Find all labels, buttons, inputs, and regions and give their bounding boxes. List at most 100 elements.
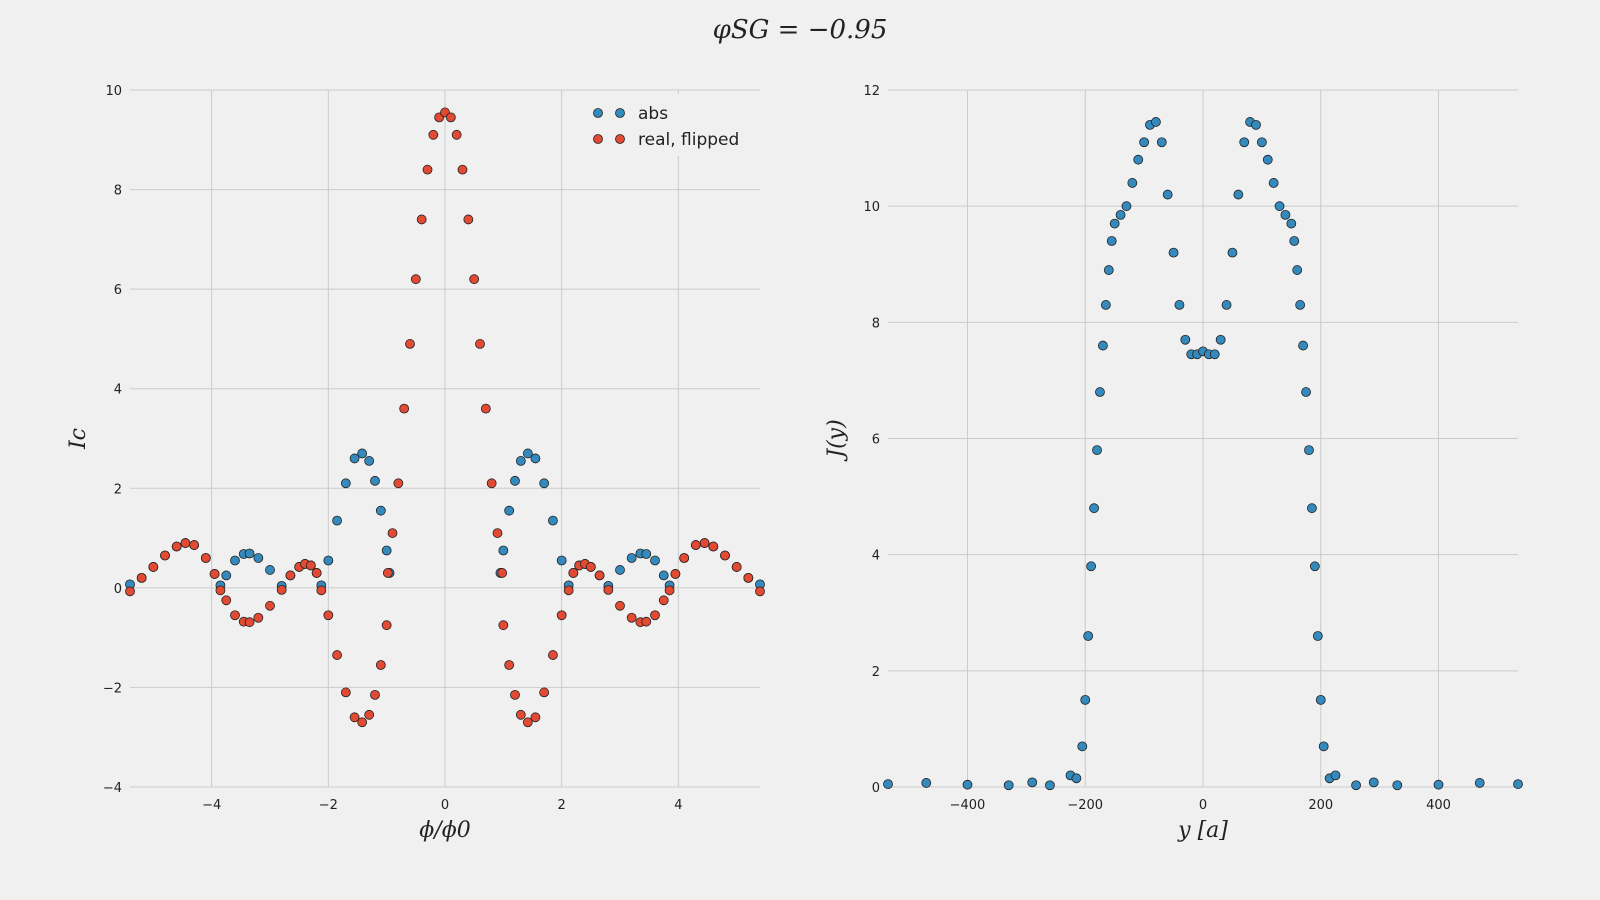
data-point	[416, 214, 427, 225]
data-point	[670, 569, 681, 579]
data-point	[1133, 154, 1144, 165]
data-point	[568, 568, 579, 578]
data-point	[209, 569, 220, 579]
data-point	[1089, 503, 1099, 514]
data-point	[626, 553, 637, 563]
data-point	[1127, 178, 1138, 188]
data-point	[323, 610, 334, 621]
data-point	[1351, 780, 1361, 791]
data-point	[603, 584, 614, 595]
data-point	[1286, 218, 1297, 229]
data-point	[180, 538, 191, 548]
data-point	[357, 717, 368, 728]
data-point	[563, 585, 574, 596]
legend-marker	[593, 108, 603, 118]
data-point	[548, 515, 558, 526]
data-point	[492, 528, 503, 538]
data-point	[364, 456, 375, 466]
data-point	[1312, 631, 1323, 641]
data-point	[1268, 178, 1279, 188]
data-point	[720, 550, 730, 561]
data-point	[504, 505, 515, 516]
figure-title: φSG = −0.95	[713, 15, 888, 45]
y-tick-label: 12	[863, 84, 880, 99]
y-tick-label: −4	[103, 781, 122, 796]
data-point	[1433, 779, 1444, 790]
data-point	[1295, 300, 1306, 310]
data-point	[399, 403, 410, 414]
data-point	[515, 456, 526, 466]
data-point	[349, 453, 360, 464]
data-point	[1106, 236, 1117, 246]
data-point	[1280, 209, 1291, 220]
data-point	[522, 448, 533, 459]
data-point	[530, 453, 541, 464]
data-point	[475, 339, 485, 349]
y-tick-label: −2	[103, 681, 122, 696]
data-point	[393, 478, 404, 489]
data-point	[1215, 334, 1226, 345]
data-point	[340, 478, 351, 489]
data-point	[585, 562, 596, 572]
data-point	[1309, 561, 1320, 572]
x-tick-label: 4	[674, 798, 682, 813]
data-point	[1156, 137, 1167, 148]
data-point	[189, 540, 200, 550]
data-point	[641, 549, 652, 559]
x-tick-label: −2	[319, 798, 338, 813]
y-tick-label: 0	[114, 582, 122, 597]
right-plot: −400 −200 0 200 400 0 2 4 6 8 10 12 y [a] J(y)	[824, 84, 1523, 843]
data-point	[731, 562, 742, 572]
data-point	[1180, 334, 1191, 345]
data-point	[1262, 154, 1273, 165]
y-tick-label: 4	[872, 549, 880, 564]
data-point	[428, 129, 439, 140]
data-point	[332, 515, 342, 526]
x-tick-label: −400	[950, 798, 986, 813]
data-point	[1274, 201, 1285, 212]
data-point	[323, 555, 334, 566]
legend-marker	[593, 134, 603, 144]
data-point	[370, 475, 380, 486]
data-point	[510, 475, 520, 486]
data-point	[1318, 741, 1329, 752]
data-point	[265, 600, 275, 611]
data-point	[743, 573, 754, 583]
data-point	[445, 112, 456, 123]
y-tick-label: 6	[872, 433, 880, 448]
data-point	[1251, 119, 1261, 130]
data-point	[641, 616, 652, 627]
left-plot: −4 −2 0 2 4 −4 −2 0 2 4 6 8 10 ϕ/ϕ0 Ic abs real, flipped	[66, 84, 765, 843]
x-tick-label: 0	[441, 798, 449, 813]
data-point	[615, 600, 625, 611]
data-point	[1168, 247, 1179, 258]
legend: abs real, flipped	[586, 94, 751, 156]
data-point	[1392, 780, 1403, 791]
data-point	[1330, 770, 1341, 781]
x-tick-label: 0	[1199, 798, 1207, 813]
data-point	[375, 505, 386, 516]
x-tick-label: 2	[558, 798, 566, 813]
data-point	[1227, 247, 1238, 258]
data-point	[1095, 387, 1105, 397]
data-point	[486, 478, 497, 489]
data-point	[1256, 137, 1267, 148]
data-point	[1121, 201, 1132, 212]
data-point	[1080, 694, 1091, 705]
data-point	[357, 448, 368, 459]
data-point	[1162, 189, 1173, 200]
y-tick-label: 2	[872, 665, 880, 680]
data-point	[375, 660, 386, 670]
data-point	[364, 709, 375, 720]
data-point	[410, 274, 421, 285]
data-point	[244, 617, 255, 628]
data-point	[340, 687, 351, 698]
data-point	[349, 712, 360, 723]
data-point	[332, 650, 342, 660]
data-point	[539, 478, 550, 489]
legend-marker	[615, 108, 625, 118]
data-point	[530, 712, 541, 723]
data-point	[160, 550, 170, 561]
data-point	[497, 568, 508, 578]
